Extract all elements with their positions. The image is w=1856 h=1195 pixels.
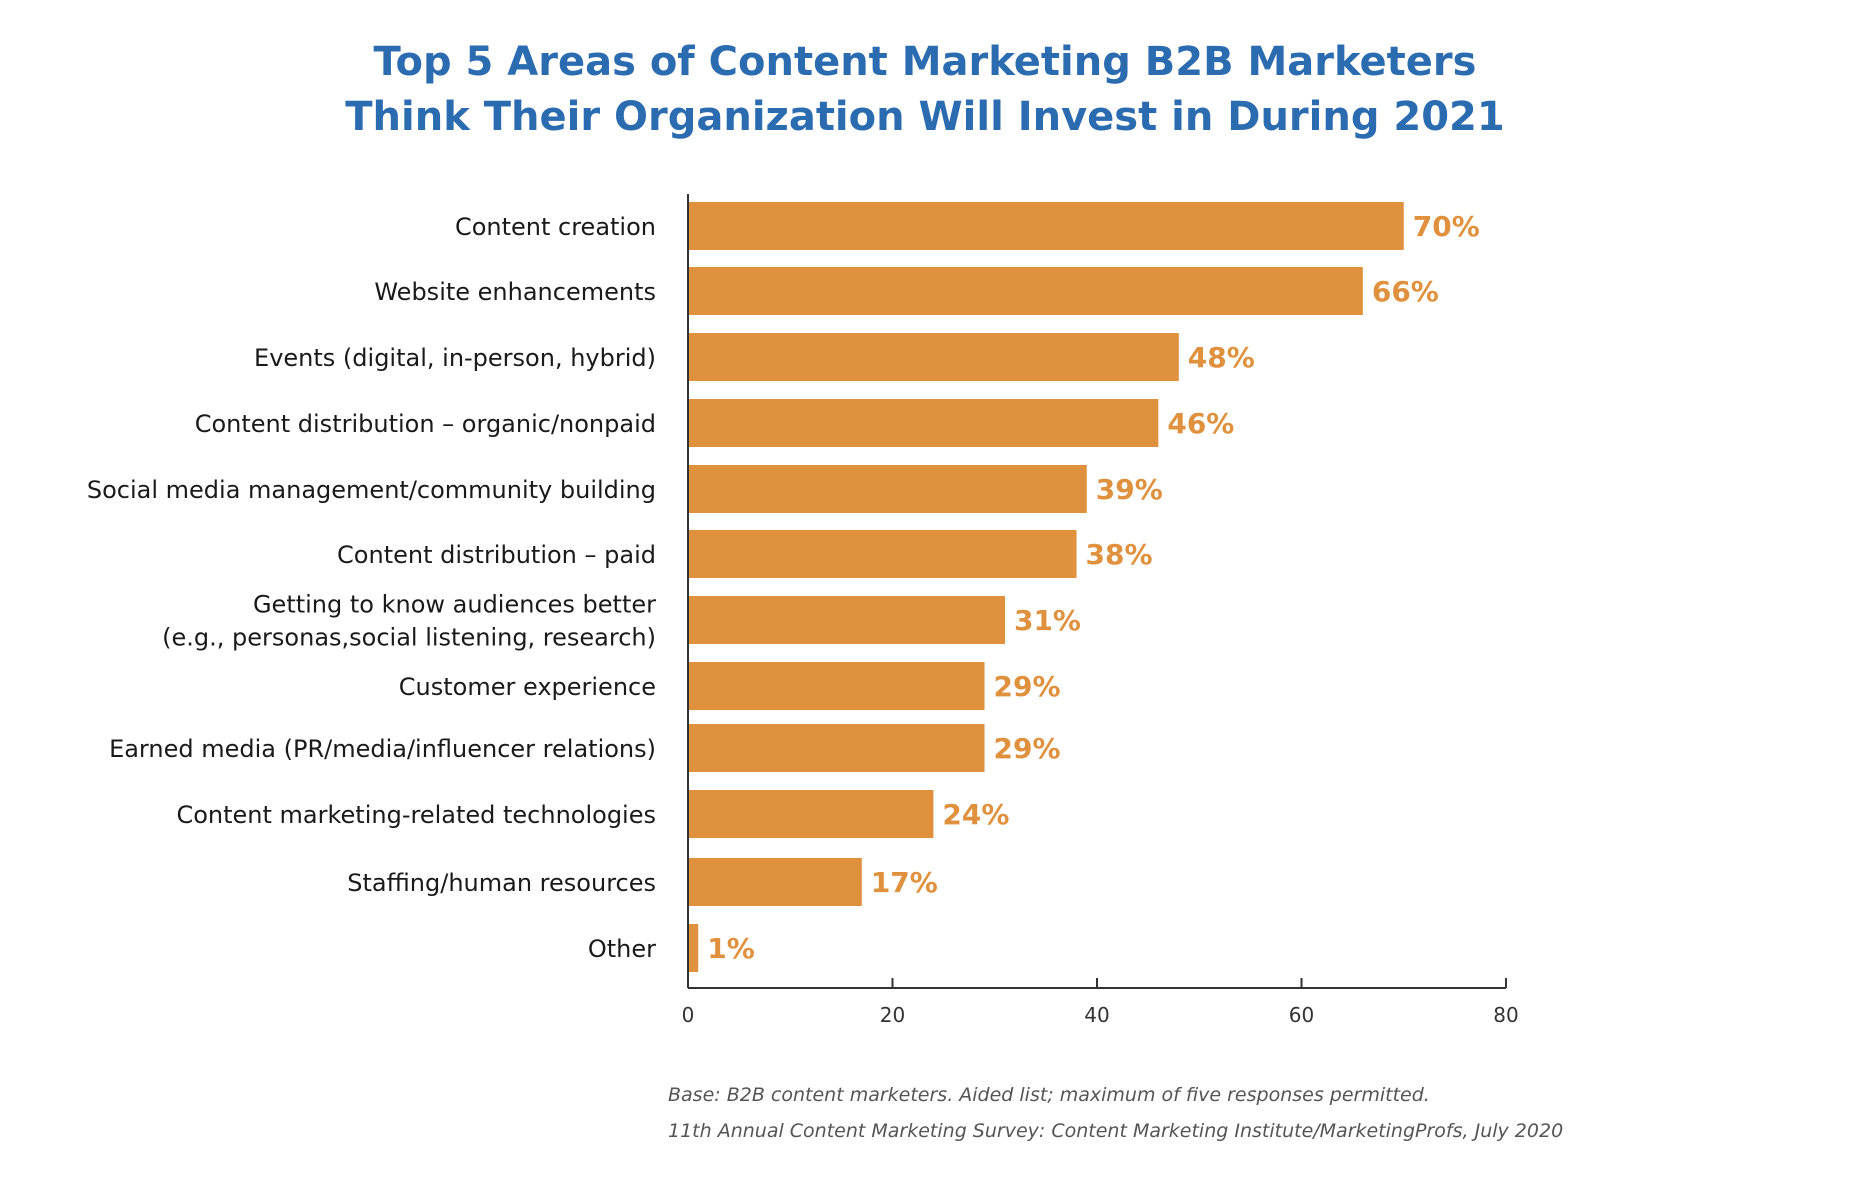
footnote-source: 11th Annual Content Marketing Survey: Co… (668, 1120, 1563, 1142)
x-tick-label: 20 (880, 1003, 905, 1027)
category-label: Events (digital, in-person, hybrid) (254, 344, 656, 372)
category-label: Other (588, 935, 656, 963)
footnote-base: Base: B2B content marketers. Aided list;… (668, 1084, 1430, 1106)
category-label: Content distribution – organic/nonpaid (195, 410, 656, 438)
chart-title-line: Think Their Organization Will Invest in … (345, 94, 1504, 140)
value-label: 48% (1188, 341, 1255, 374)
value-label: 38% (1086, 538, 1153, 571)
bar (688, 596, 1005, 644)
category-label: Content marketing-related technologies (176, 801, 656, 829)
category-label: Staffing/human resources (347, 869, 656, 897)
value-label: 29% (994, 732, 1061, 765)
bars (688, 202, 1404, 972)
x-tick-label: 0 (682, 1003, 695, 1027)
bar (688, 399, 1159, 447)
chart-title: Top 5 Areas of Content Marketing B2B Mar… (345, 39, 1504, 140)
footnote: Base: B2B content marketers. Aided list;… (668, 1084, 1563, 1142)
value-labels: 70% 66% 48% 46%39% 38%31% 29% 29% 24% 17% 1% (707, 210, 1480, 965)
x-tick-label: 40 (1084, 1003, 1109, 1027)
bar (688, 530, 1077, 578)
x-axis: 0 20 40 60 80 (682, 194, 1519, 1027)
category-label: (e.g., personas,social listening, resear… (162, 624, 656, 652)
bar (688, 924, 699, 972)
category-label: Getting to know audiences better (253, 591, 656, 619)
x-tick-label: 80 (1493, 1003, 1518, 1027)
value-label: 66% (1372, 275, 1439, 308)
bar (688, 333, 1179, 381)
category-label: Content distribution – paid (337, 541, 656, 569)
bar (688, 724, 985, 772)
chart-title-line: Top 5 Areas of Content Marketing B2B Mar… (374, 39, 1477, 85)
value-label: 17% (871, 866, 938, 899)
value-label: 29% (994, 670, 1061, 703)
x-tick-label: 60 (1289, 1003, 1314, 1027)
category-label: Social media management/community buildi… (87, 476, 656, 504)
category-label: Website enhancements (374, 278, 656, 306)
category-label: Earned media (PR/media/influencer relati… (109, 735, 656, 763)
value-label: 31% (1014, 604, 1081, 637)
bar (688, 202, 1404, 250)
bar (688, 465, 1087, 513)
bar (688, 662, 985, 710)
bar (688, 790, 934, 838)
value-label: 70% (1413, 210, 1480, 243)
bar (688, 858, 862, 906)
category-label: Customer experience (399, 673, 656, 701)
value-label: 24% (942, 798, 1009, 831)
value-label: 1% (707, 932, 755, 965)
category-labels: Content creation Website enhancements Even… (87, 213, 656, 963)
bar (688, 267, 1363, 315)
value-label: 46% (1167, 407, 1234, 440)
category-label: Content creation (455, 213, 656, 241)
value-label: 39% (1096, 473, 1163, 506)
